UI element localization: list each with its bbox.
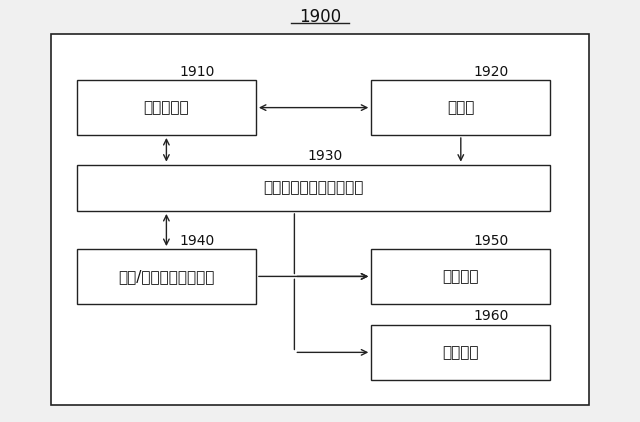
FancyBboxPatch shape [371, 325, 550, 380]
FancyBboxPatch shape [77, 249, 256, 304]
Text: 周辺装置インタフェース: 周辺装置インタフェース [264, 180, 364, 195]
FancyBboxPatch shape [371, 80, 550, 135]
FancyBboxPatch shape [51, 34, 589, 405]
Text: 入力/出力サブシステム: 入力/出力サブシステム [118, 269, 214, 284]
Text: メモリ: メモリ [447, 100, 474, 115]
Text: 1900: 1900 [299, 8, 341, 26]
FancyBboxPatch shape [77, 80, 256, 135]
Text: 1930: 1930 [307, 149, 342, 163]
Text: 1920: 1920 [474, 65, 509, 79]
Text: 通信回路: 通信回路 [442, 345, 479, 360]
FancyBboxPatch shape [371, 249, 550, 304]
Text: 1940: 1940 [179, 233, 214, 248]
Text: プロセッサ: プロセッサ [143, 100, 189, 115]
Text: 電力回路: 電力回路 [442, 269, 479, 284]
Text: 1910: 1910 [179, 65, 214, 79]
Text: 1950: 1950 [474, 233, 509, 248]
FancyBboxPatch shape [77, 165, 550, 211]
Text: 1960: 1960 [474, 309, 509, 324]
